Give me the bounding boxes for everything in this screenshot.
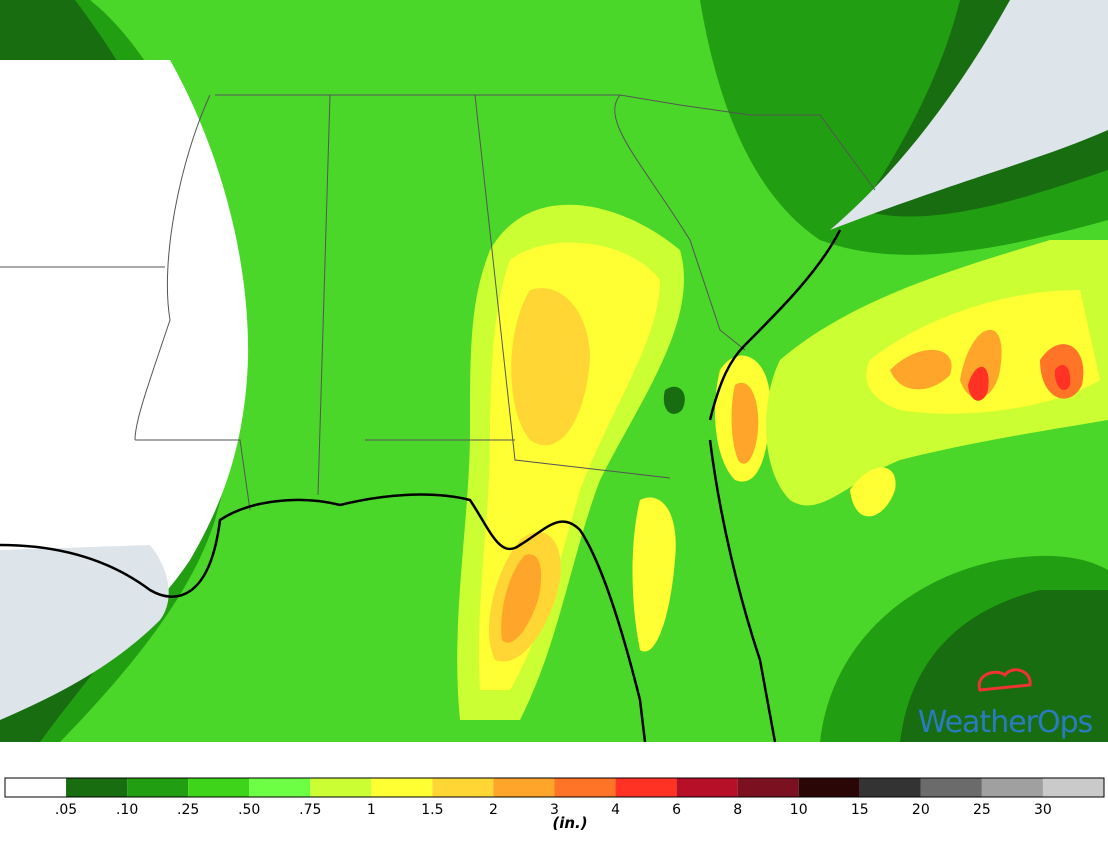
precip-area	[850, 467, 896, 517]
legend-swatch	[920, 778, 982, 797]
precip-area	[663, 386, 685, 414]
legend-swatch	[371, 778, 433, 797]
legend-label: .25	[177, 802, 199, 818]
legend-swatch	[127, 778, 189, 797]
legend-swatch	[66, 778, 128, 797]
legend-label: 30	[1034, 802, 1052, 818]
legend-swatch	[249, 778, 311, 797]
dry-area	[0, 60, 249, 700]
legend-label: .50	[238, 802, 260, 818]
legend-label: 10	[790, 802, 808, 818]
brand-text: WeatherOps	[918, 705, 1093, 740]
legend-label: 1	[367, 802, 376, 818]
legend-boxes	[4, 777, 1105, 798]
legend-swatch	[554, 778, 616, 797]
legend-swatch	[737, 778, 799, 797]
precip-area	[632, 497, 676, 652]
precip-area	[511, 288, 590, 446]
legend-label: 4	[611, 802, 620, 818]
precip-area	[890, 349, 952, 390]
legend-swatch	[676, 778, 738, 797]
precip-area	[731, 382, 759, 464]
legend-label: .10	[116, 802, 138, 818]
legend-swatch	[310, 778, 372, 797]
water	[830, 0, 1108, 230]
legend-label: .75	[299, 802, 321, 818]
legend-unit: (in.)	[552, 814, 587, 832]
color-legend: (in.) .05 .10 .25 .50 .75 1 1.5 2 3 4 6 8 10 15 20 25 30	[4, 777, 1105, 832]
logo-cloud	[977, 668, 1032, 692]
legend-swatch	[798, 778, 860, 797]
legend-label: .05	[55, 802, 77, 818]
legend-label: 1.5	[421, 802, 443, 818]
legend-label: 15	[851, 802, 869, 818]
legend-swatch	[1042, 778, 1104, 797]
legend-swatch	[493, 778, 555, 797]
legend-label: 3	[550, 802, 559, 818]
precip-area	[968, 366, 989, 401]
legend-label: 2	[489, 802, 498, 818]
legend-label: 25	[973, 802, 991, 818]
legend-frame	[4, 777, 1105, 798]
legend-label: 20	[912, 802, 930, 818]
coastline	[0, 229, 842, 742]
legend-swatch	[859, 778, 921, 797]
legend-swatch	[615, 778, 677, 797]
water	[0, 545, 169, 720]
precip-area	[1054, 365, 1071, 390]
precip-area	[501, 554, 542, 643]
legend-swatch	[981, 778, 1043, 797]
brand-logo: WeatherOps	[918, 668, 1094, 740]
legend-swatch	[432, 778, 494, 797]
legend-swatch	[5, 778, 67, 797]
legend-swatch	[188, 778, 250, 797]
legend-label: 8	[733, 802, 742, 818]
map: WeatherOps	[0, 0, 1108, 742]
state-borders	[0, 94, 876, 511]
legend-label: 6	[672, 802, 681, 818]
precip-area	[900, 590, 1108, 742]
